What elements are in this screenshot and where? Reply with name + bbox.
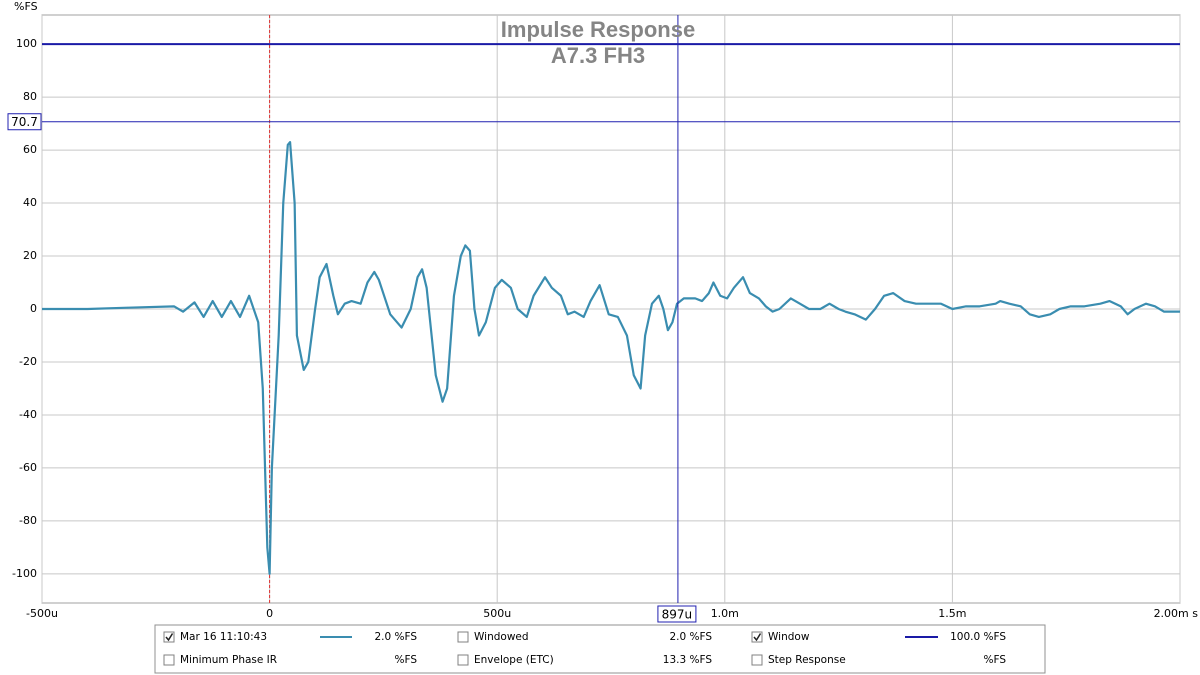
legend-value: 2.0 %FS — [374, 631, 417, 643]
legend-check — [165, 633, 174, 642]
x-tick-label: 0 — [266, 607, 273, 620]
legend-value: %FS — [395, 654, 418, 666]
legend-checkbox[interactable] — [163, 631, 175, 643]
legend-checkbox[interactable] — [751, 631, 763, 643]
y-tick-label: -60 — [19, 461, 37, 474]
x-tick-label: 500u — [483, 607, 511, 620]
y-tick-label: 60 — [23, 143, 37, 156]
y-axis-label: %FS — [14, 0, 38, 13]
cursor-label-box — [7, 113, 42, 131]
y-tick-label: 20 — [23, 249, 37, 262]
y-tick-label: 40 — [23, 196, 37, 209]
legend-value: 13.3 %FS — [663, 654, 713, 666]
y-tick-label: 100 — [16, 37, 37, 50]
x-tick-label: 2.00m s — [1154, 607, 1199, 620]
cursor-label-box — [657, 605, 697, 623]
legend-check — [753, 633, 762, 642]
legend-label: Envelope (ETC) — [474, 654, 554, 666]
legend-label: Mar 16 11:10:43 — [180, 631, 267, 643]
x-tick-label: 1.0m — [711, 607, 739, 620]
cursor-label-x: 897u — [662, 608, 693, 622]
cursor-label-y: 70.7 — [11, 115, 38, 129]
x-tick-label: 1.5m — [938, 607, 966, 620]
legend-value: 2.0 %FS — [669, 631, 712, 643]
y-tick-label: 80 — [23, 90, 37, 103]
legend-panel — [154, 624, 1046, 674]
chart-title: Impulse Response — [501, 17, 695, 42]
y-tick-label: -80 — [19, 514, 37, 527]
legend-checkbox[interactable] — [457, 654, 469, 666]
legend-label: Window — [768, 631, 810, 643]
y-tick-label: -40 — [19, 408, 37, 421]
chart-subtitle: A7.3 FH3 — [551, 43, 645, 68]
legend-checkbox[interactable] — [457, 631, 469, 643]
data-line — [42, 141, 1180, 575]
legend-value: 100.0 %FS — [950, 631, 1006, 643]
y-tick-label: -20 — [19, 355, 37, 368]
legend-label: Minimum Phase IR — [180, 654, 277, 666]
legend-label: Windowed — [474, 631, 529, 643]
legend-checkbox[interactable] — [751, 654, 763, 666]
legend-label: Step Response — [768, 654, 846, 666]
legend-checkbox[interactable] — [163, 654, 175, 666]
y-tick-label: 0 — [30, 302, 37, 315]
legend-value: %FS — [984, 654, 1007, 666]
y-tick-label: -100 — [12, 567, 37, 580]
x-tick-label: -500u — [26, 607, 58, 620]
